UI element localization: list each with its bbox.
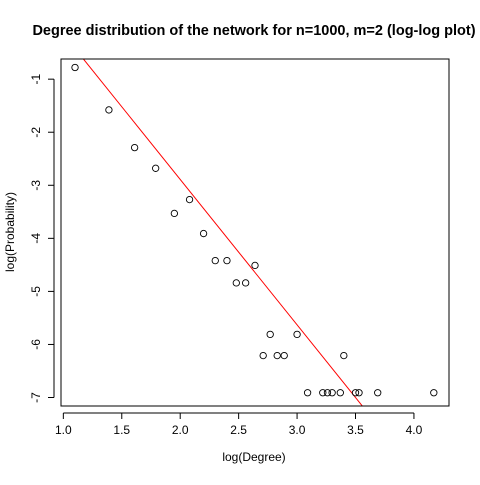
y-axis: -1 -2 -3 -4 -5 -6 -7 — [29, 74, 55, 403]
data-point — [340, 351, 348, 360]
data-point — [430, 389, 438, 397]
y-tick-label: -6 — [29, 339, 43, 350]
plot-layer — [71, 59, 438, 406]
data-point — [336, 389, 344, 397]
y-axis-label: log(Probability) — [3, 192, 17, 272]
data-point — [303, 389, 312, 397]
data-point — [293, 330, 301, 339]
y-tick-label: -1 — [29, 74, 43, 85]
y-tick-label: -3 — [29, 180, 43, 191]
data-point — [251, 261, 259, 270]
data-point — [130, 143, 139, 152]
data-point — [170, 209, 179, 218]
data-point — [280, 351, 288, 360]
x-tick-label: 4.0 — [406, 423, 423, 437]
data-point — [105, 106, 113, 114]
data-point — [242, 279, 250, 287]
data-point — [323, 389, 332, 397]
data-point — [273, 351, 281, 360]
x-tick-label: 1.5 — [113, 423, 130, 437]
x-axis: 1.0 1.5 2.0 2.5 3.0 3.5 4.0 — [55, 412, 423, 437]
chart-title: Degree distribution of the network for n… — [32, 23, 475, 39]
plot-frame — [60, 58, 450, 407]
data-point — [319, 389, 327, 397]
data-point — [266, 330, 274, 339]
fit-line — [82, 59, 363, 406]
y-tick-label: -7 — [29, 392, 43, 403]
x-tick-label: 1.0 — [55, 423, 72, 437]
data-point — [211, 256, 219, 265]
y-tick-label: -4 — [29, 233, 43, 244]
x-axis-label: log(Degree) — [222, 450, 285, 464]
data-point — [351, 389, 360, 397]
data-point — [223, 256, 231, 265]
y-tick-label: -5 — [29, 286, 43, 297]
data-point — [152, 164, 160, 172]
x-tick-label: 2.5 — [230, 423, 247, 437]
data-point — [328, 389, 336, 397]
data-point — [199, 229, 208, 238]
y-tick-label: -2 — [29, 127, 43, 138]
data-point — [71, 63, 79, 72]
data-point — [185, 195, 194, 204]
x-tick-label: 2.0 — [172, 423, 189, 437]
data-point — [232, 279, 240, 287]
data-point — [259, 351, 267, 360]
data-point — [374, 389, 382, 397]
x-tick-label: 3.0 — [289, 423, 306, 437]
x-tick-label: 3.5 — [347, 423, 364, 437]
data-point — [355, 389, 363, 397]
